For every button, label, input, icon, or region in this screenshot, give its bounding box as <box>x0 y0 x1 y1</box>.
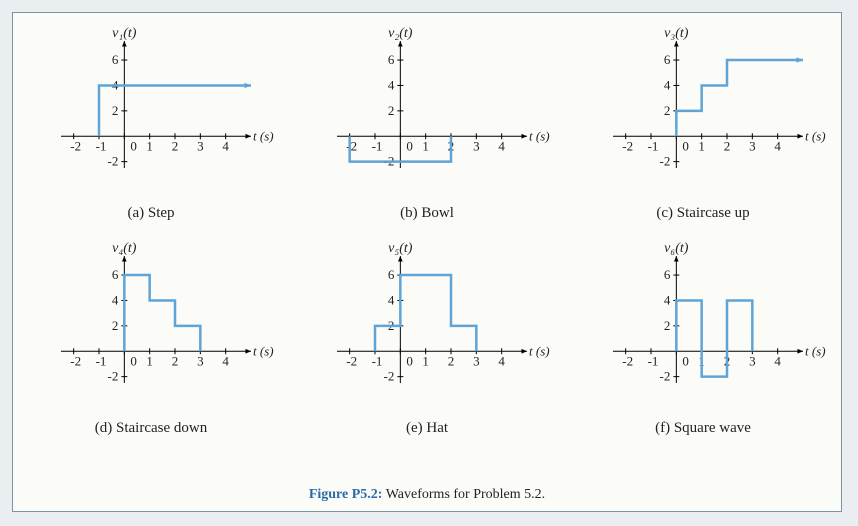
svg-text:1: 1 <box>698 138 705 153</box>
svg-text:4: 4 <box>774 353 781 368</box>
svg-text:6: 6 <box>664 267 671 282</box>
svg-text:v₃(t): v₃(t) <box>664 26 689 41</box>
svg-text:v₅(t): v₅(t) <box>388 241 413 256</box>
svg-text:-1: -1 <box>96 138 107 153</box>
svg-text:-2: -2 <box>107 369 118 384</box>
svg-text:1: 1 <box>422 138 429 153</box>
svg-text:0: 0 <box>406 138 413 153</box>
svg-text:0: 0 <box>682 138 689 153</box>
chart-caption-f: (f) Square wave <box>565 420 841 437</box>
svg-text:1: 1 <box>422 353 429 368</box>
svg-text:2: 2 <box>172 353 179 368</box>
svg-text:6: 6 <box>664 52 671 67</box>
svg-text:6: 6 <box>388 267 395 282</box>
svg-text:4: 4 <box>774 138 781 153</box>
svg-text:4: 4 <box>388 292 395 307</box>
svg-text:-1: -1 <box>372 138 383 153</box>
figure-title: Waveforms for Problem 5.2. <box>386 487 545 502</box>
svg-text:0: 0 <box>130 353 137 368</box>
svg-text:4: 4 <box>112 292 119 307</box>
svg-text:-2: -2 <box>107 154 118 169</box>
svg-text:0: 0 <box>130 138 137 153</box>
svg-text:t (s): t (s) <box>253 128 274 143</box>
svg-text:4: 4 <box>664 292 671 307</box>
figure-panel: -2-101234-2246v₁(t)t (s)(a) Step-2-10123… <box>12 12 842 512</box>
figure-caption: Figure P5.2: Waveforms for Problem 5.2. <box>13 487 841 503</box>
svg-text:2: 2 <box>388 103 395 118</box>
chart-a: -2-101234-2246v₁(t)t (s)(a) Step <box>13 23 289 238</box>
svg-text:3: 3 <box>197 138 204 153</box>
svg-text:-2: -2 <box>383 369 394 384</box>
svg-text:4: 4 <box>498 353 505 368</box>
svg-text:t (s): t (s) <box>805 128 826 143</box>
svg-text:-2: -2 <box>70 138 81 153</box>
svg-text:-2: -2 <box>622 138 633 153</box>
svg-text:-2: -2 <box>622 353 633 368</box>
svg-text:-2: -2 <box>346 138 357 153</box>
svg-text:-1: -1 <box>648 138 659 153</box>
chart-caption-c: (c) Staircase up <box>565 205 841 222</box>
svg-text:-2: -2 <box>659 369 670 384</box>
svg-text:4: 4 <box>222 138 229 153</box>
svg-text:v₆(t): v₆(t) <box>664 241 689 256</box>
svg-text:0: 0 <box>682 353 689 368</box>
svg-text:-2: -2 <box>70 353 81 368</box>
svg-text:4: 4 <box>222 353 229 368</box>
svg-text:6: 6 <box>112 267 119 282</box>
svg-text:2: 2 <box>448 353 455 368</box>
svg-text:3: 3 <box>749 138 756 153</box>
svg-text:2: 2 <box>724 138 731 153</box>
svg-text:4: 4 <box>664 77 671 92</box>
chart-d: -2-101234-2246v₄(t)t (s)(d) Staircase do… <box>13 238 289 453</box>
chart-e: -2-101234-2246v₅(t)t (s)(e) Hat <box>289 238 565 453</box>
svg-text:t (s): t (s) <box>253 343 274 358</box>
svg-text:2: 2 <box>664 103 671 118</box>
chart-b: -2-101234-2246v₂(t)t (s)(b) Bowl <box>289 23 565 238</box>
svg-text:v₄(t): v₄(t) <box>112 241 137 256</box>
chart-f: -2-101234-2246v₆(t)t (s)(f) Square wave <box>565 238 841 453</box>
svg-text:4: 4 <box>498 138 505 153</box>
svg-text:3: 3 <box>473 138 480 153</box>
chart-c: -2-101234-2246v₃(t)t (s)(c) Staircase up <box>565 23 841 238</box>
svg-text:2: 2 <box>112 103 119 118</box>
chart-caption-e: (e) Hat <box>289 420 565 437</box>
svg-text:2: 2 <box>112 318 119 333</box>
svg-text:-1: -1 <box>648 353 659 368</box>
svg-text:0: 0 <box>406 353 413 368</box>
svg-text:-2: -2 <box>659 154 670 169</box>
svg-text:v₁(t): v₁(t) <box>112 26 137 41</box>
svg-text:3: 3 <box>473 353 480 368</box>
svg-text:3: 3 <box>749 353 756 368</box>
svg-text:6: 6 <box>388 52 395 67</box>
chart-caption-a: (a) Step <box>13 205 289 222</box>
svg-text:3: 3 <box>197 353 204 368</box>
svg-text:t (s): t (s) <box>529 128 550 143</box>
svg-text:2: 2 <box>172 138 179 153</box>
svg-text:-2: -2 <box>346 353 357 368</box>
svg-text:1: 1 <box>146 353 153 368</box>
svg-text:v₂(t): v₂(t) <box>388 26 413 41</box>
figure-label: Figure P5.2: <box>309 487 383 502</box>
chart-grid: -2-101234-2246v₁(t)t (s)(a) Step-2-10123… <box>13 13 841 453</box>
svg-text:t (s): t (s) <box>529 343 550 358</box>
svg-text:4: 4 <box>388 77 395 92</box>
svg-text:t (s): t (s) <box>805 343 826 358</box>
svg-text:2: 2 <box>664 318 671 333</box>
chart-caption-d: (d) Staircase down <box>13 420 289 437</box>
svg-text:6: 6 <box>112 52 119 67</box>
svg-text:1: 1 <box>146 138 153 153</box>
chart-caption-b: (b) Bowl <box>289 205 565 222</box>
svg-text:-1: -1 <box>372 353 383 368</box>
svg-text:-1: -1 <box>96 353 107 368</box>
